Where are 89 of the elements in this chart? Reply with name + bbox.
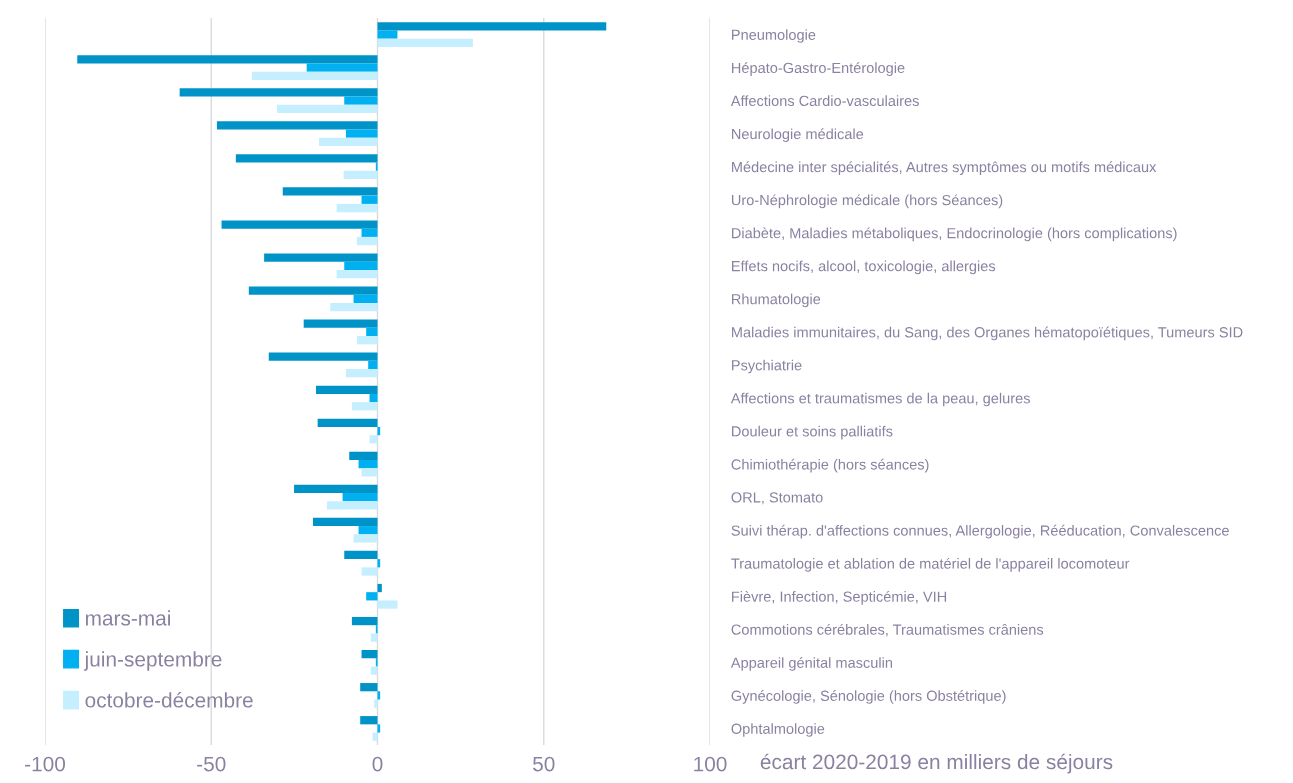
- y-tick-label: Douleur et soins palliatifs: [732, 425, 893, 440]
- x-axis-title: écart 2020-2019 en milliers de séjours: [760, 753, 1113, 774]
- bar: [342, 493, 378, 502]
- bar: [361, 195, 378, 204]
- bar: [336, 203, 378, 213]
- bar: [370, 633, 378, 642]
- bar: [216, 121, 378, 130]
- bar: [377, 724, 381, 733]
- y-tick-label: Commotions cérébrales, Traumatismes crâniens: [731, 623, 1044, 637]
- y-tick-label: Maladies immunitaires, du Sang, des Organes hématopoïétiques, Tumeurs SID: [732, 326, 1243, 341]
- y-tick-label: ORL, Stomato: [731, 492, 823, 505]
- bar: [368, 360, 378, 370]
- bar: [361, 649, 378, 659]
- y-tick-label: Fièvre, Infection, Septicémie, VIH: [732, 590, 947, 605]
- x-tick-label: 0: [372, 756, 383, 772]
- y-tick-label: Suivi thérap. d'affections connues, Allergologie, Rééducation, Convalescence: [731, 524, 1229, 539]
- bar: [366, 327, 378, 337]
- bar: [268, 352, 378, 361]
- y-tick-label: Effets nocifs, alcool, toxicologie, allergies: [732, 260, 996, 275]
- bar: [221, 220, 378, 229]
- bar: [361, 468, 378, 477]
- bar: [366, 592, 378, 601]
- bar: [377, 22, 607, 31]
- y-tick-label: Pneumologie: [732, 29, 816, 43]
- bar: [343, 170, 378, 180]
- bar: [235, 154, 378, 163]
- bar: [77, 55, 378, 64]
- bar: [351, 402, 378, 411]
- bar: [353, 294, 378, 304]
- bar: [345, 369, 378, 378]
- y-tick-label: Médecine inter spécialités, Autres symptômes ou motifs médicaux: [732, 161, 1157, 176]
- y-tick-label: Gynécologie, Sénologie (hors Obstétrique): [731, 690, 1006, 704]
- y-tick-label: Rhumatologie: [732, 293, 821, 308]
- x-tick-label: 100: [694, 756, 727, 772]
- y-tick-label: Hépato-Gastro-Entérologie: [732, 62, 905, 76]
- y-tick-label: Affections Cardio-vasculaires: [730, 95, 919, 107]
- bar: [353, 534, 378, 543]
- bar: [377, 691, 381, 700]
- bar: [377, 38, 473, 47]
- bar: [356, 336, 378, 345]
- bar: [377, 559, 381, 568]
- bar: [344, 261, 378, 270]
- x-tick-label: -50: [197, 756, 226, 772]
- bar: [251, 71, 378, 80]
- bar: [377, 30, 398, 39]
- bar: [344, 96, 378, 105]
- y-tick-label: Ophtalmologie: [731, 723, 825, 737]
- bar: [306, 63, 378, 72]
- y-tick-label: Chimiothérapie (hors séances): [731, 458, 929, 473]
- bar: [351, 616, 378, 626]
- bar: [179, 88, 378, 97]
- bar: [277, 104, 378, 114]
- legend-label: mars-mai: [85, 610, 170, 626]
- legend-label: octobre-décembre: [85, 692, 253, 708]
- bar: [330, 303, 378, 312]
- bar: [361, 567, 378, 576]
- bar: [345, 129, 378, 138]
- bar: [248, 286, 378, 295]
- y-tick-label: Affections et traumatismes de la peau, gelures: [730, 392, 1030, 407]
- bar: [336, 269, 378, 279]
- bar: [312, 517, 378, 527]
- bar: [377, 583, 382, 593]
- bar: [317, 418, 378, 427]
- bar: [344, 550, 378, 560]
- bar: [377, 426, 381, 436]
- bar: [377, 600, 398, 609]
- x-tick-label: -100: [25, 756, 66, 772]
- bar: [315, 385, 378, 394]
- legend-label: juin-septembre: [84, 651, 222, 671]
- bar: [361, 228, 378, 237]
- bar: [318, 137, 378, 147]
- y-tick-label: Traumatologie et ablation de matériel de l'appareil locomoteur: [731, 557, 1130, 572]
- bar: [326, 501, 378, 510]
- y-tick-label: Neurologie médicale: [732, 128, 864, 143]
- bar: [282, 187, 378, 196]
- y-tick-label: Appareil génital masculin: [730, 657, 893, 671]
- bar: [358, 459, 378, 469]
- bar: [349, 451, 378, 460]
- bar: [294, 484, 378, 494]
- bar: [358, 526, 378, 535]
- x-tick-label: 50: [533, 756, 555, 772]
- y-tick-label: Psychiatrie: [732, 359, 802, 374]
- bar: [264, 253, 378, 262]
- y-tick-label: Uro-Néphrologie médicale (hors Séances): [731, 194, 1003, 209]
- bar: [360, 716, 378, 725]
- bar: [303, 319, 378, 328]
- bar: [356, 236, 378, 246]
- y-tick-label: Diabète, Maladies métaboliques, Endocrinologie (hors complications): [732, 227, 1177, 242]
- bar: [360, 683, 378, 692]
